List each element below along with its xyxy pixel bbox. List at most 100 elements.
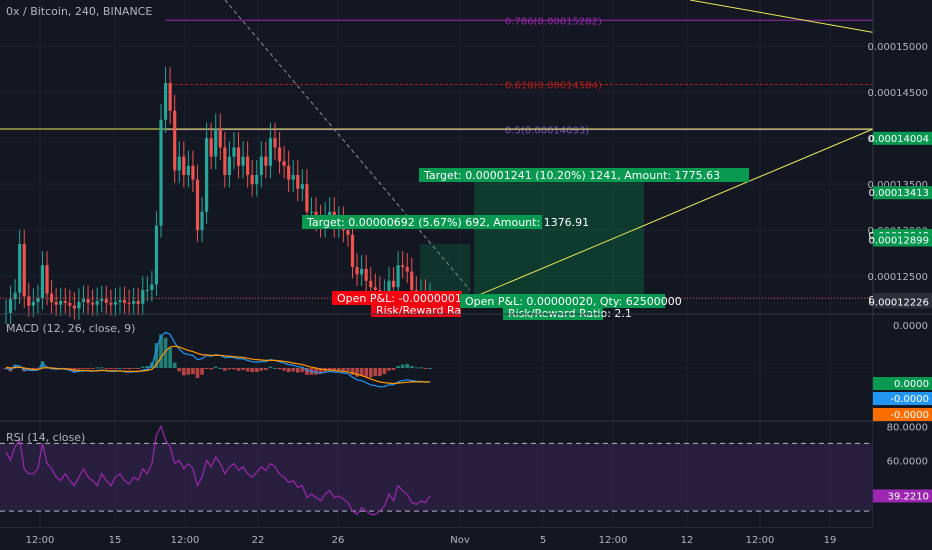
candle-body xyxy=(118,300,122,302)
macd-histogram-bar xyxy=(295,368,300,373)
rsi-axis-background xyxy=(873,423,932,528)
candle-body xyxy=(355,267,359,275)
macd-histogram-bar xyxy=(259,368,264,371)
macd-histogram-bar xyxy=(264,368,268,371)
macd-histogram-bar xyxy=(118,368,122,369)
chart-title: 0x / Bitcoin, 240, BINANCE xyxy=(6,5,153,18)
target-label-box[interactable] xyxy=(302,215,542,229)
candle-body xyxy=(396,265,400,288)
macd-histogram-bar xyxy=(268,366,273,368)
candle-body xyxy=(214,129,218,157)
candle-body xyxy=(346,230,350,235)
candle-body xyxy=(159,119,163,226)
long-position-target-zone[interactable] xyxy=(474,179,644,295)
macd-histogram-bar xyxy=(177,368,182,372)
macd-histogram-bar xyxy=(4,368,8,370)
open-pnl-label-box[interactable] xyxy=(460,294,665,308)
candle-body xyxy=(364,268,368,281)
candle-body xyxy=(8,299,13,313)
macd-pane-label[interactable]: MACD (12, 26, close, 9) xyxy=(6,322,136,335)
time-axis-label: 12 xyxy=(681,535,694,546)
time-axis-label: 19 xyxy=(824,535,837,546)
target-label[interactable]: Target: 0.00000692 (5.67%) 692, Amount: … xyxy=(306,216,589,229)
macd-histogram-bar xyxy=(387,368,391,371)
price-badge xyxy=(873,295,932,309)
macd-histogram-bar xyxy=(336,368,341,371)
macd-histogram-bar xyxy=(359,368,364,377)
candle-body xyxy=(250,175,254,185)
macd-histogram-bar xyxy=(373,368,378,377)
time-axis-label: 26 xyxy=(332,535,345,546)
candle-body xyxy=(91,302,95,305)
candle-body xyxy=(81,299,86,302)
candle-body xyxy=(163,83,168,120)
candle-body xyxy=(200,211,204,231)
rsi-pane-label[interactable]: RSI (14, close) xyxy=(6,431,86,444)
candle-body xyxy=(309,211,314,213)
candle-body xyxy=(218,129,222,148)
macd-histogram-bar xyxy=(186,368,191,375)
open-pnl-label[interactable]: Open P&L: 0.00000020, Qty: 62500000 xyxy=(465,295,682,308)
candle-body xyxy=(154,225,159,285)
candle-body xyxy=(328,211,332,217)
macd-badge-label: 0.0000 xyxy=(894,379,929,390)
macd-histogram-bar xyxy=(346,368,350,371)
macd-histogram-bar xyxy=(428,368,432,369)
macd-histogram-bar xyxy=(86,368,90,369)
open-pnl-label-box[interactable] xyxy=(503,306,603,320)
loss-label[interactable]: Risk/Reward Ra xyxy=(376,304,461,317)
macd-histogram-bar xyxy=(113,368,118,369)
candle-body xyxy=(72,305,76,309)
macd-badge-label: -0.0000 xyxy=(890,394,929,405)
macd-histogram-bar xyxy=(172,362,177,368)
target-label[interactable]: Target: 0.00001241 (10.20%) 1241, Amount… xyxy=(423,169,720,182)
time-axis-label: 22 xyxy=(252,535,265,546)
macd-axis-label: 0.0000 xyxy=(893,321,928,332)
macd-histogram-bar xyxy=(391,368,396,371)
candle-body xyxy=(86,299,90,303)
macd-histogram-bar xyxy=(282,368,286,371)
macd-histogram-bar xyxy=(350,368,355,375)
macd-histogram-bar xyxy=(318,368,323,375)
time-axis-label: 12:00 xyxy=(26,535,55,546)
candle-body xyxy=(45,265,49,294)
macd-histogram-bar xyxy=(127,368,131,370)
macd-histogram-bar xyxy=(409,365,414,368)
candle-body xyxy=(209,138,213,157)
candle-body xyxy=(232,147,236,157)
candle-body xyxy=(277,147,282,162)
macd-histogram-bar xyxy=(305,368,309,375)
macd-histogram-bar xyxy=(104,368,109,369)
macd-histogram-bar xyxy=(405,363,410,368)
long-position-zone-2[interactable] xyxy=(420,244,470,295)
macd-badge xyxy=(873,392,932,405)
candle-body xyxy=(227,156,231,175)
macd-histogram-bar xyxy=(378,368,382,377)
candle-body xyxy=(369,280,373,288)
macd-histogram-bar xyxy=(204,368,209,369)
macd-histogram-bar xyxy=(159,334,163,368)
time-axis-label: 5 xyxy=(540,535,546,546)
time-axis-label: Nov xyxy=(450,535,470,546)
macd-histogram-bar xyxy=(131,368,136,369)
candle-body xyxy=(387,280,391,293)
candle-body xyxy=(13,292,17,300)
candle-body xyxy=(63,301,67,303)
target-label-box[interactable] xyxy=(419,168,749,182)
candle-body xyxy=(122,300,127,303)
candle-body xyxy=(54,301,58,305)
loss-label[interactable]: Open P&L: -0.00000015 xyxy=(337,292,469,305)
candle-body xyxy=(287,165,291,180)
loss-label-box[interactable] xyxy=(332,291,462,305)
macd-histogram-bar xyxy=(423,368,428,369)
trend-line-descending[interactable] xyxy=(689,0,874,33)
candle-body xyxy=(168,83,172,111)
price-axis-label: 0.00013500 xyxy=(868,180,928,191)
macd-histogram-bar xyxy=(140,366,145,368)
macd-histogram-bar xyxy=(273,368,277,369)
trend-line-ascending[interactable] xyxy=(479,128,874,296)
candle-body xyxy=(405,267,409,272)
rsi-badge xyxy=(873,489,932,503)
candle-body xyxy=(113,301,118,305)
